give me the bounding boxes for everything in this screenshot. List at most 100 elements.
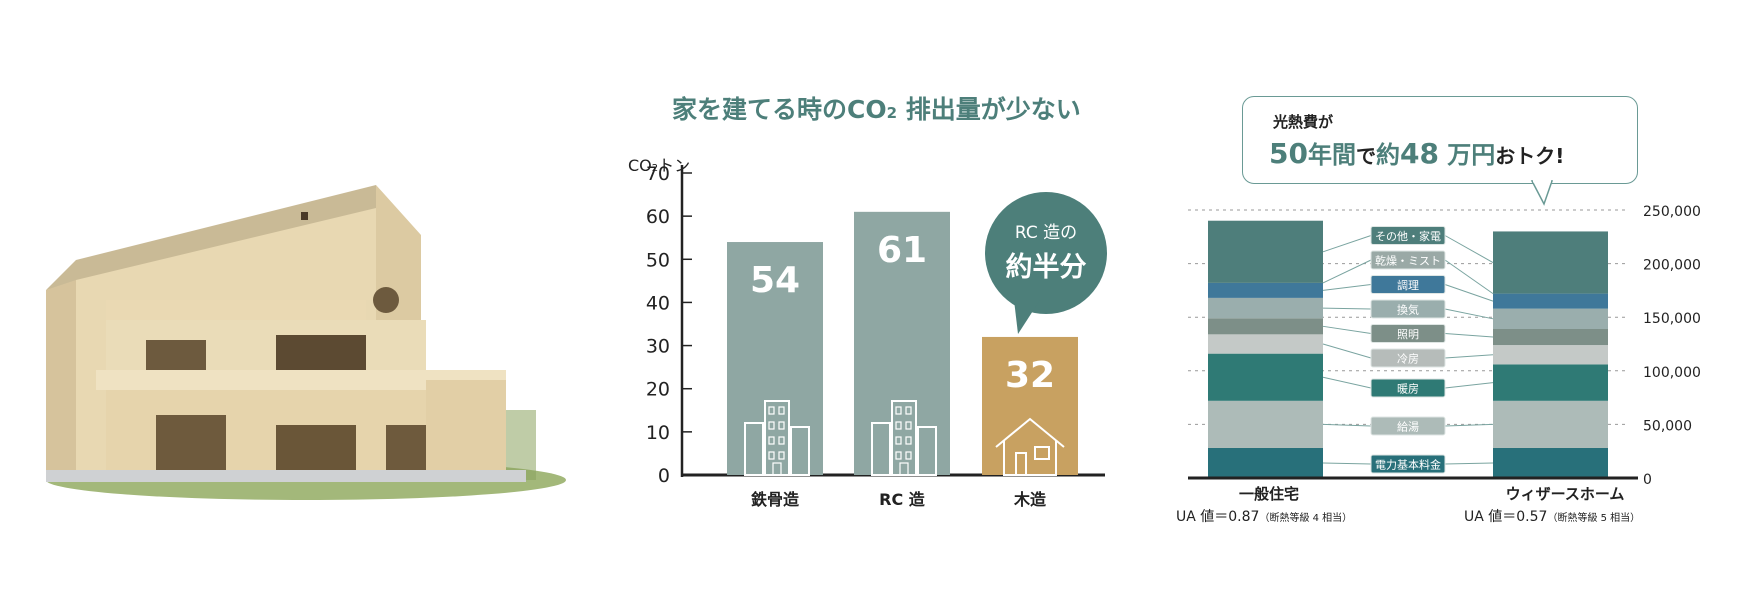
y-tick-label: 200,000 — [1643, 258, 1701, 274]
stack-segment-調理 — [1493, 293, 1608, 309]
building-window — [778, 406, 785, 415]
foundation — [46, 470, 526, 482]
building-window — [768, 421, 775, 430]
connector-line — [1322, 259, 1372, 284]
stack-segment-換気 — [1493, 308, 1608, 329]
series-label: 調理 — [1397, 278, 1419, 292]
y-tick-label: 20 — [646, 379, 670, 401]
connector-line — [1444, 235, 1494, 263]
y-tick-label: 0 — [1643, 472, 1652, 488]
series-label: 換気 — [1397, 303, 1419, 317]
stack-segment-換気 — [1208, 297, 1323, 319]
building-window — [768, 406, 775, 415]
series-label: その他・家電 — [1375, 229, 1441, 243]
bubble-tail — [1014, 300, 1040, 334]
bar-value-label: 61 — [877, 230, 927, 271]
building-window — [895, 421, 902, 430]
connector-line — [1444, 284, 1494, 302]
building-icon — [871, 400, 937, 476]
roof-left — [46, 185, 376, 290]
series-label: 照明 — [1397, 328, 1419, 341]
connector-line — [1444, 462, 1494, 465]
connector-line — [1444, 259, 1494, 295]
left-house-name: 一般住宅 — [1238, 485, 1299, 503]
left-ua: UA 値＝0.87 — [1176, 509, 1260, 525]
y-tick-label: 250,000 — [1643, 204, 1701, 220]
y-tick-label: 60 — [646, 206, 670, 228]
series-label-box — [1370, 275, 1446, 294]
stack-segment-電力基本料金 — [1493, 447, 1608, 478]
connector-line — [1444, 423, 1494, 427]
series-label: 給湯 — [1397, 420, 1419, 434]
stack-segment-暖房 — [1493, 364, 1608, 401]
house-photo — [46, 185, 566, 500]
y-tick-label: 10 — [646, 422, 670, 444]
stack-segment-その他・家電 — [1208, 220, 1323, 283]
building-window — [778, 451, 785, 460]
building-block — [917, 426, 937, 476]
title-sub: 2 — [886, 104, 898, 122]
building-door — [772, 462, 782, 476]
callout-txt4: 万円 — [1438, 141, 1496, 169]
left-note: （断熱等級 4 相当） — [1259, 513, 1353, 524]
connector-line — [1444, 308, 1494, 320]
bar-木造 — [982, 336, 1078, 475]
building-window — [778, 421, 785, 430]
bubble-line2: 約半分 — [1005, 252, 1087, 283]
right-ua: UA 値＝0.57 — [1464, 509, 1548, 525]
series-label-box — [1370, 226, 1446, 245]
series-label-box — [1370, 454, 1446, 474]
y-tick-label: 40 — [646, 292, 670, 314]
series-label: 暖房 — [1397, 383, 1419, 396]
stack-segment-照明 — [1208, 318, 1323, 335]
round-window — [373, 287, 399, 313]
callout-txt1: 年間 — [1307, 141, 1356, 169]
building-window — [905, 421, 912, 430]
building-window — [768, 436, 775, 445]
series-label-box — [1370, 324, 1446, 343]
bubble-line1: RC 造の — [1014, 223, 1078, 243]
y-tick-label: 0 — [658, 465, 670, 487]
callout-line2: 50年間で約48 万円おトク! — [1269, 135, 1564, 170]
series-label: 電力基本料金 — [1375, 458, 1441, 472]
bar-value-label: 32 — [1005, 355, 1055, 396]
building-block — [744, 422, 764, 476]
building-door — [899, 462, 909, 476]
callout-line1: 光熱費が — [1273, 113, 1334, 131]
y-tick-label: 30 — [646, 336, 670, 358]
stack-segment-暖房 — [1208, 353, 1323, 401]
title-main: 家を建てる時のCO — [672, 95, 887, 124]
house-window — [1034, 446, 1050, 460]
building-window — [905, 451, 912, 460]
bar-value-label: 54 — [750, 260, 800, 301]
right-house-label: ウィザースホーム — [1480, 483, 1650, 504]
stack-segment-給湯 — [1493, 400, 1608, 448]
right-note: （断熱等級 5 相当） — [1547, 513, 1641, 524]
y-tick-label: 150,000 — [1643, 311, 1701, 327]
connector-line — [1322, 325, 1372, 334]
stack-segment-給湯 — [1208, 400, 1323, 448]
title-end: 排出量が少ない — [897, 95, 1081, 124]
house-icon — [995, 417, 1065, 476]
co2-bar-chart: 0 10 20 30 40 50 60 70 54 鉄骨造 61 RC 造 32 木造 — [646, 163, 1105, 509]
connector-line — [1322, 423, 1372, 427]
series-label-box — [1370, 250, 1446, 270]
x-tick-label: RC 造 — [879, 490, 926, 509]
series-label: 乾燥・ミスト — [1375, 255, 1441, 268]
connector-line — [1322, 343, 1372, 359]
x-tick-label: 木造 — [1013, 490, 1047, 509]
house-door — [1015, 452, 1027, 476]
stack-segment-冷房 — [1493, 345, 1608, 365]
building-block — [790, 426, 810, 476]
building-window — [778, 436, 785, 445]
connector-line — [1322, 235, 1372, 253]
series-label-box — [1370, 348, 1446, 368]
stack-segment-調理 — [1208, 282, 1323, 298]
building-window — [895, 451, 902, 460]
savings-callout: 光熱費が 50年間で約48 万円おトク! — [1242, 96, 1638, 184]
connector-line — [1322, 284, 1372, 291]
building-window — [905, 436, 912, 445]
building-block — [871, 422, 891, 476]
series-label: 冷房 — [1397, 353, 1419, 366]
callout-txt2: で — [1355, 144, 1376, 168]
